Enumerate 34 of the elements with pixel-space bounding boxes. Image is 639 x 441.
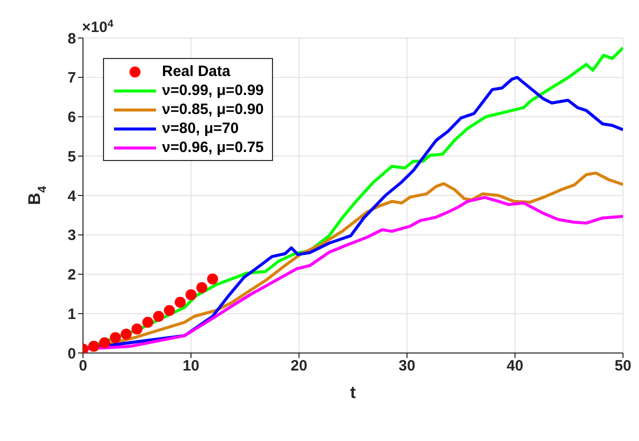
point (99, 337, 110, 348)
point (174, 296, 186, 308)
y-tick-label: 3 (68, 227, 76, 244)
legend-label: ν=0.96, μ=0.75 (162, 138, 264, 157)
text: ×10$^{4}$ (82, 18, 114, 36)
y-tick-label: 2 (68, 266, 76, 284)
point (132, 323, 142, 334)
legend-label: ν=0.85, μ=0.90 (162, 100, 264, 119)
x-tick-label: 10 (182, 358, 200, 375)
x-tick-label: 30 (398, 358, 416, 375)
x-tick-label: 50 (614, 358, 632, 375)
x-tick-label: 0 (78, 358, 88, 375)
point (196, 282, 208, 294)
y-tick-label: 0 (68, 345, 76, 362)
point (186, 289, 196, 300)
point (207, 273, 218, 284)
point (142, 316, 154, 328)
y-tick-label: 1 (68, 306, 76, 323)
point (110, 332, 121, 344)
x-tick-label: 20 (290, 358, 308, 375)
legend-label: ν=0.99, μ=0.99 (162, 81, 264, 100)
y-tick-label: 4 (68, 188, 77, 205)
x-tick-label: 40 (506, 358, 524, 375)
y-tick-label: 8 (68, 30, 76, 48)
point (88, 340, 100, 352)
x-axis-title: t (350, 383, 356, 402)
legend-label: ν=80, μ=70 (162, 119, 239, 138)
point (164, 304, 175, 316)
legend-label: Real Data (162, 62, 230, 81)
point (153, 310, 164, 322)
point (120, 328, 132, 340)
y-tick-label: 6 (68, 109, 76, 126)
y-tick-label: 5 (68, 148, 76, 166)
y-tick-label: 7 (68, 70, 76, 87)
